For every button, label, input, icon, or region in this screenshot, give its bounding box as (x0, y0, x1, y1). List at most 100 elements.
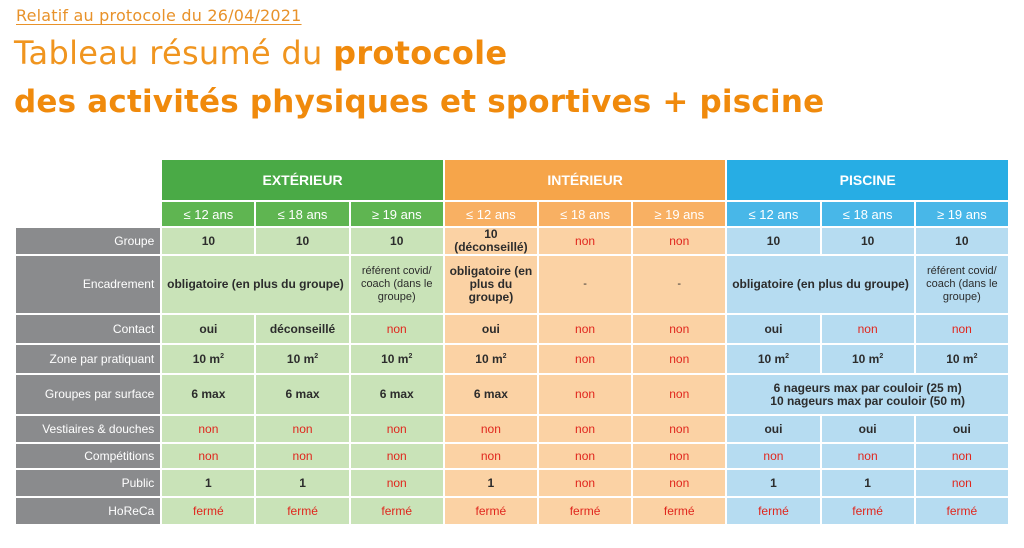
superscript: 2 (502, 352, 507, 360)
table-cell: non (256, 416, 349, 442)
table-cell: oui (444, 315, 537, 343)
table-cell: obligatoire (en plus du groupe) (162, 256, 349, 313)
table-cell: fermé (256, 498, 349, 524)
table-cell: non (915, 315, 1008, 343)
table-cell: non (633, 315, 726, 343)
table-cell: 6 max (162, 375, 255, 414)
table-cell: fermé (633, 498, 726, 524)
table-cell: non (538, 444, 632, 468)
table-cell: 10 m2 (915, 345, 1008, 373)
table-cell: 1 (162, 470, 255, 496)
row-label: Encadrement (16, 256, 161, 313)
table-cell: 6 max (350, 375, 443, 414)
row-label: Groupe (16, 228, 161, 254)
table-cell: référent covid/ coach (dans le groupe) (350, 256, 443, 313)
cell-text: 10 m (757, 351, 786, 366)
table-cell: non (633, 416, 726, 442)
row-label: Compétitions (16, 444, 161, 468)
table-cell: oui (915, 416, 1008, 442)
table-cell: 10 m2 (444, 345, 537, 373)
table-cell: fermé (538, 498, 632, 524)
table-cell: 10 m2 (162, 345, 255, 373)
row-label: HoReCa (16, 498, 161, 524)
age-header: ≤ 12 ans (444, 202, 537, 226)
group-header-row: EXTÉRIEUR INTÉRIEUR PISCINE (16, 160, 1008, 200)
row-label: Groupes par surface (16, 375, 161, 414)
superscript: 2 (408, 352, 413, 360)
table-cell: déconseillé (256, 315, 349, 343)
row-label: Public (16, 470, 161, 496)
table-cell: non (633, 444, 726, 468)
cell-text: 10 m (475, 351, 503, 366)
row-label: Contact (16, 315, 161, 343)
table-cell: oui (162, 315, 255, 343)
table-cell: non (444, 444, 537, 468)
table-cell: 1 (821, 470, 914, 496)
table-cell: non (538, 315, 632, 343)
table-row-horeca: HoReCa fermé fermé fermé fermé fermé fer… (16, 498, 1008, 524)
table-cell: non (350, 315, 443, 343)
table-cell: non (538, 470, 632, 496)
age-header: ≤ 12 ans (162, 202, 255, 226)
table-cell: non (915, 444, 1008, 468)
row-label: Zone par pratiquant (16, 345, 161, 373)
table-cell: 6 nageurs max par couloir (25 m) 10 nageu… (727, 375, 1008, 414)
table-cell: non (633, 375, 726, 414)
pool-lane-rule-50m: 10 nageurs max par couloir (50 m) (770, 393, 966, 408)
table-cell: oui (727, 416, 820, 442)
table-cell: - (633, 256, 726, 313)
table-cell: non (538, 375, 632, 414)
table-cell: 10 (162, 228, 255, 254)
table-cell: fermé (821, 498, 914, 524)
table-cell: 10 m2 (350, 345, 443, 373)
group-header-exterieur: EXTÉRIEUR (162, 160, 443, 200)
table-row-competitions: Compétitions non non non non non non non… (16, 444, 1008, 468)
table-cell: 6 max (256, 375, 349, 414)
table-cell: fermé (350, 498, 443, 524)
table-cell: oui (821, 416, 914, 442)
table-cell: référent covid/ coach (dans le groupe) (915, 256, 1008, 313)
table-cell: non (162, 444, 255, 468)
table-row-vestiaires: Vestiaires & douches non non non non non… (16, 416, 1008, 442)
table-cell: oui (727, 315, 820, 343)
table-row-groupe: Groupe 10 10 10 10 (déconseillé) non non… (16, 228, 1008, 254)
table-cell: non (821, 315, 914, 343)
table-cell: 10 (727, 228, 820, 254)
superscript: 2 (785, 352, 790, 360)
table-cell: 1 (256, 470, 349, 496)
pool-lane-rule-25m: 6 nageurs max par couloir (25 m) (773, 380, 962, 395)
table-cell: obligatoire (en plus du groupe) (444, 256, 537, 313)
table-cell: - (538, 256, 632, 313)
group-header-interieur: INTÉRIEUR (444, 160, 726, 200)
row-label: Vestiaires & douches (16, 416, 161, 442)
table-cell: non (162, 416, 255, 442)
table-cell: non (444, 416, 537, 442)
superscript: 2 (220, 352, 224, 360)
superscript: 2 (879, 352, 884, 360)
age-header-row: ≤ 12 ans ≤ 18 ans ≥ 19 ans ≤ 12 ans ≤ 18… (16, 202, 1008, 226)
table-cell: non (256, 444, 349, 468)
table-cell: 10 (350, 228, 443, 254)
protocol-summary-table: EXTÉRIEUR INTÉRIEUR PISCINE ≤ 12 ans ≤ 1… (14, 158, 1010, 526)
table-cell: 10 (256, 228, 349, 254)
superscript: 2 (314, 352, 319, 360)
table-cell: non (350, 444, 443, 468)
table-cell: obligatoire (en plus du groupe) (727, 256, 914, 313)
table-cell: non (633, 345, 726, 373)
table-cell: fermé (444, 498, 537, 524)
table-cell: fermé (162, 498, 255, 524)
table-cell: 10 (déconseillé) (444, 228, 537, 254)
table-cell: fermé (915, 498, 1008, 524)
table-cell: 1 (444, 470, 537, 496)
age-header: ≤ 18 ans (538, 202, 632, 226)
table-cell: 10 m2 (821, 345, 914, 373)
corner-blank (16, 202, 160, 226)
table-cell: non (633, 470, 726, 496)
table-cell: non (350, 416, 443, 442)
age-header: ≥ 19 ans (633, 202, 726, 226)
age-header: ≤ 18 ans (256, 202, 349, 226)
corner-blank (16, 160, 160, 200)
table-cell: non (727, 444, 820, 468)
table-row-groupes-surface: Groupes par surface 6 max 6 max 6 max 6 … (16, 375, 1008, 414)
page-title-line-1: Tableau résumé du protocole (14, 34, 507, 72)
